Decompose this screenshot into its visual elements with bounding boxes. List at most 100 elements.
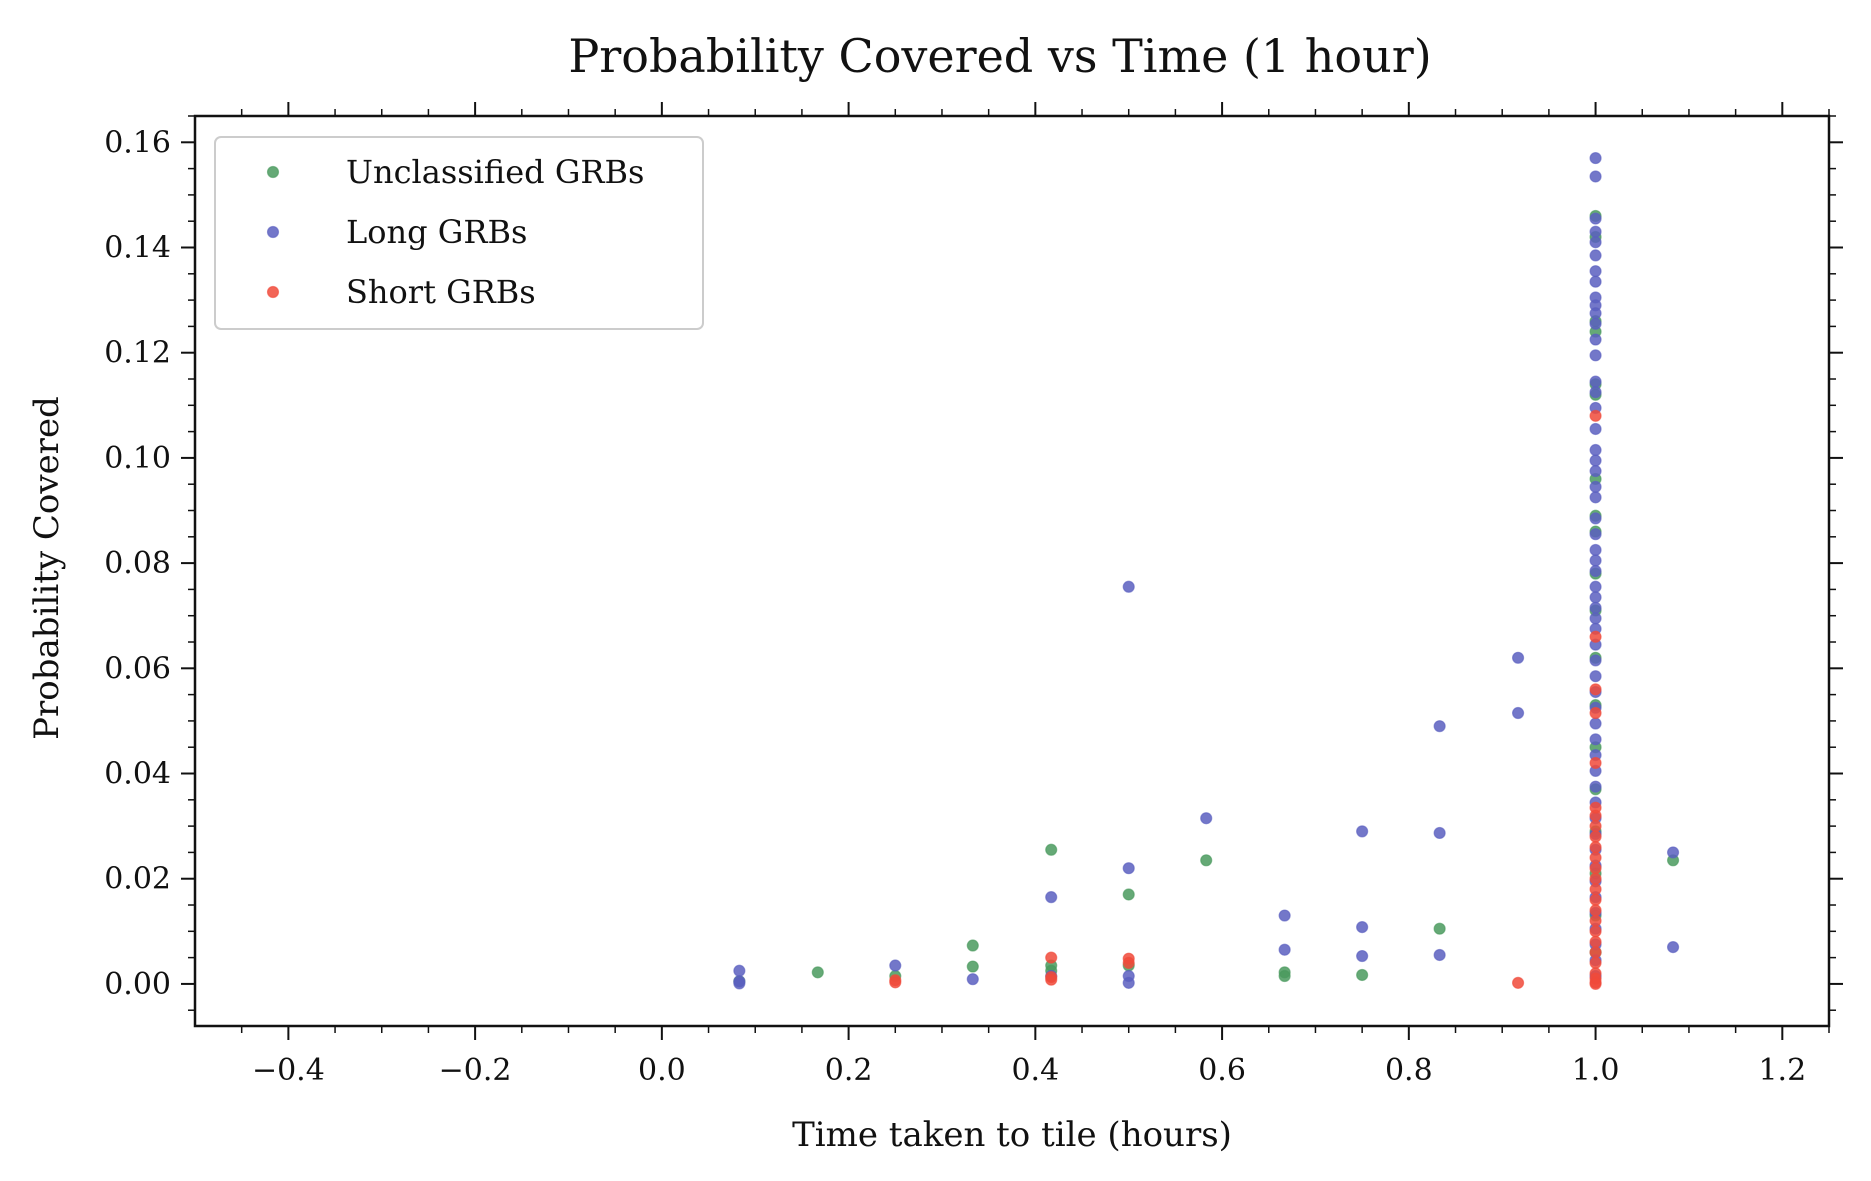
chart-title: Probability Covered vs Time (1 hour) — [568, 29, 1431, 83]
y-tick-label: 0.00 — [104, 967, 171, 1002]
data-point — [1589, 977, 1602, 991]
y-tick-label: 0.16 — [104, 125, 171, 160]
data-point — [1589, 443, 1602, 457]
data-point — [1589, 925, 1602, 938]
legend-label: Long GRBs — [346, 213, 527, 251]
data-point — [1589, 170, 1602, 183]
data-point — [1589, 491, 1602, 504]
x-tick-label: 1.2 — [1758, 1053, 1806, 1088]
x-tick-label: 1.0 — [1572, 1053, 1620, 1088]
x-tick-label: 0.4 — [1011, 1053, 1059, 1088]
x-tick-label: −0.4 — [252, 1053, 325, 1088]
data-point — [811, 966, 824, 979]
data-point — [889, 959, 902, 972]
data-point — [1589, 249, 1602, 262]
data-point — [1589, 212, 1602, 225]
data-point — [1589, 670, 1602, 683]
data-point — [1589, 612, 1602, 625]
data-point — [1589, 409, 1602, 422]
data-point — [1511, 651, 1525, 664]
data-point — [1589, 862, 1602, 875]
data-point — [1589, 756, 1602, 770]
legend-marker — [266, 225, 280, 239]
y-tick-label: 0.08 — [104, 546, 171, 581]
data-point — [1433, 922, 1446, 935]
data-point — [1278, 909, 1291, 922]
data-point — [1589, 422, 1602, 436]
data-point — [1589, 883, 1602, 896]
data-point — [1589, 780, 1602, 793]
data-point — [1589, 809, 1602, 822]
data-point — [1589, 543, 1602, 557]
data-point — [1045, 891, 1058, 904]
data-point — [966, 973, 979, 986]
legend-label: Unclassified GRBs — [346, 153, 644, 191]
data-point — [1589, 872, 1602, 885]
data-point — [889, 976, 902, 989]
data-point — [1589, 841, 1602, 854]
x-tick-label: 0.6 — [1198, 1053, 1246, 1088]
data-point — [1589, 717, 1602, 730]
data-point — [1200, 854, 1213, 867]
data-point — [1589, 946, 1602, 959]
data-point — [1589, 464, 1602, 478]
data-point — [1589, 914, 1602, 927]
data-point — [1278, 969, 1291, 983]
data-point — [1589, 454, 1602, 467]
y-tick-label: 0.02 — [104, 862, 171, 897]
data-point — [1589, 851, 1602, 864]
data-point — [1589, 580, 1602, 593]
data-point — [1589, 591, 1602, 604]
data-point — [1589, 386, 1602, 399]
legend-box — [214, 136, 704, 330]
x-tick-label: 0.8 — [1385, 1053, 1433, 1088]
data-point — [966, 939, 979, 952]
legend: Unclassified GRBs Long GRBs Short GRBs — [214, 136, 704, 330]
data-point — [1589, 275, 1602, 288]
data-point — [1433, 720, 1446, 733]
data-point — [1589, 956, 1602, 969]
legend-marker — [266, 165, 280, 179]
data-point — [1356, 949, 1369, 963]
ticks-layer: −0.4 −0.2 0.0 0.2 0.4 0.6 0.8 1.0 1.2 0.00 0.02 0.0… — [104, 102, 1843, 1088]
data-point — [1356, 968, 1369, 982]
data-point — [1589, 564, 1602, 578]
y-tick-label: 0.10 — [104, 441, 171, 476]
data-point — [1589, 480, 1602, 493]
x-tick-label: 0.2 — [825, 1053, 873, 1088]
legend-marker — [266, 285, 280, 299]
data-point — [1589, 349, 1602, 362]
data-point — [1045, 973, 1058, 986]
data-point — [1589, 733, 1602, 746]
data-point — [1122, 976, 1135, 989]
data-point — [1666, 846, 1680, 859]
data-point — [733, 964, 746, 977]
data-point — [1122, 956, 1135, 969]
data-point — [1589, 375, 1602, 388]
data-point — [1589, 601, 1602, 614]
data-point — [1356, 825, 1369, 838]
points-layer — [733, 151, 1680, 991]
data-point — [1433, 948, 1446, 962]
data-point — [1433, 826, 1446, 840]
data-point — [1122, 580, 1135, 593]
data-point — [1589, 236, 1602, 249]
axes-frame — [193, 114, 1831, 1028]
data-point — [1045, 843, 1058, 856]
data-point — [966, 960, 979, 973]
data-point — [1200, 812, 1213, 825]
data-point — [1589, 630, 1602, 643]
data-point — [1589, 706, 1602, 720]
y-tick-label: 0.14 — [104, 231, 171, 266]
data-point — [1589, 554, 1602, 567]
data-point — [1122, 888, 1135, 901]
data-point — [1589, 317, 1602, 330]
data-point — [1511, 976, 1525, 989]
x-tick-label: 0.0 — [638, 1053, 686, 1088]
data-point — [1122, 862, 1135, 875]
data-point — [1589, 265, 1602, 278]
x-tick-label: −0.2 — [439, 1053, 512, 1088]
data-point — [1589, 820, 1602, 833]
y-tick-label: 0.12 — [104, 336, 171, 371]
